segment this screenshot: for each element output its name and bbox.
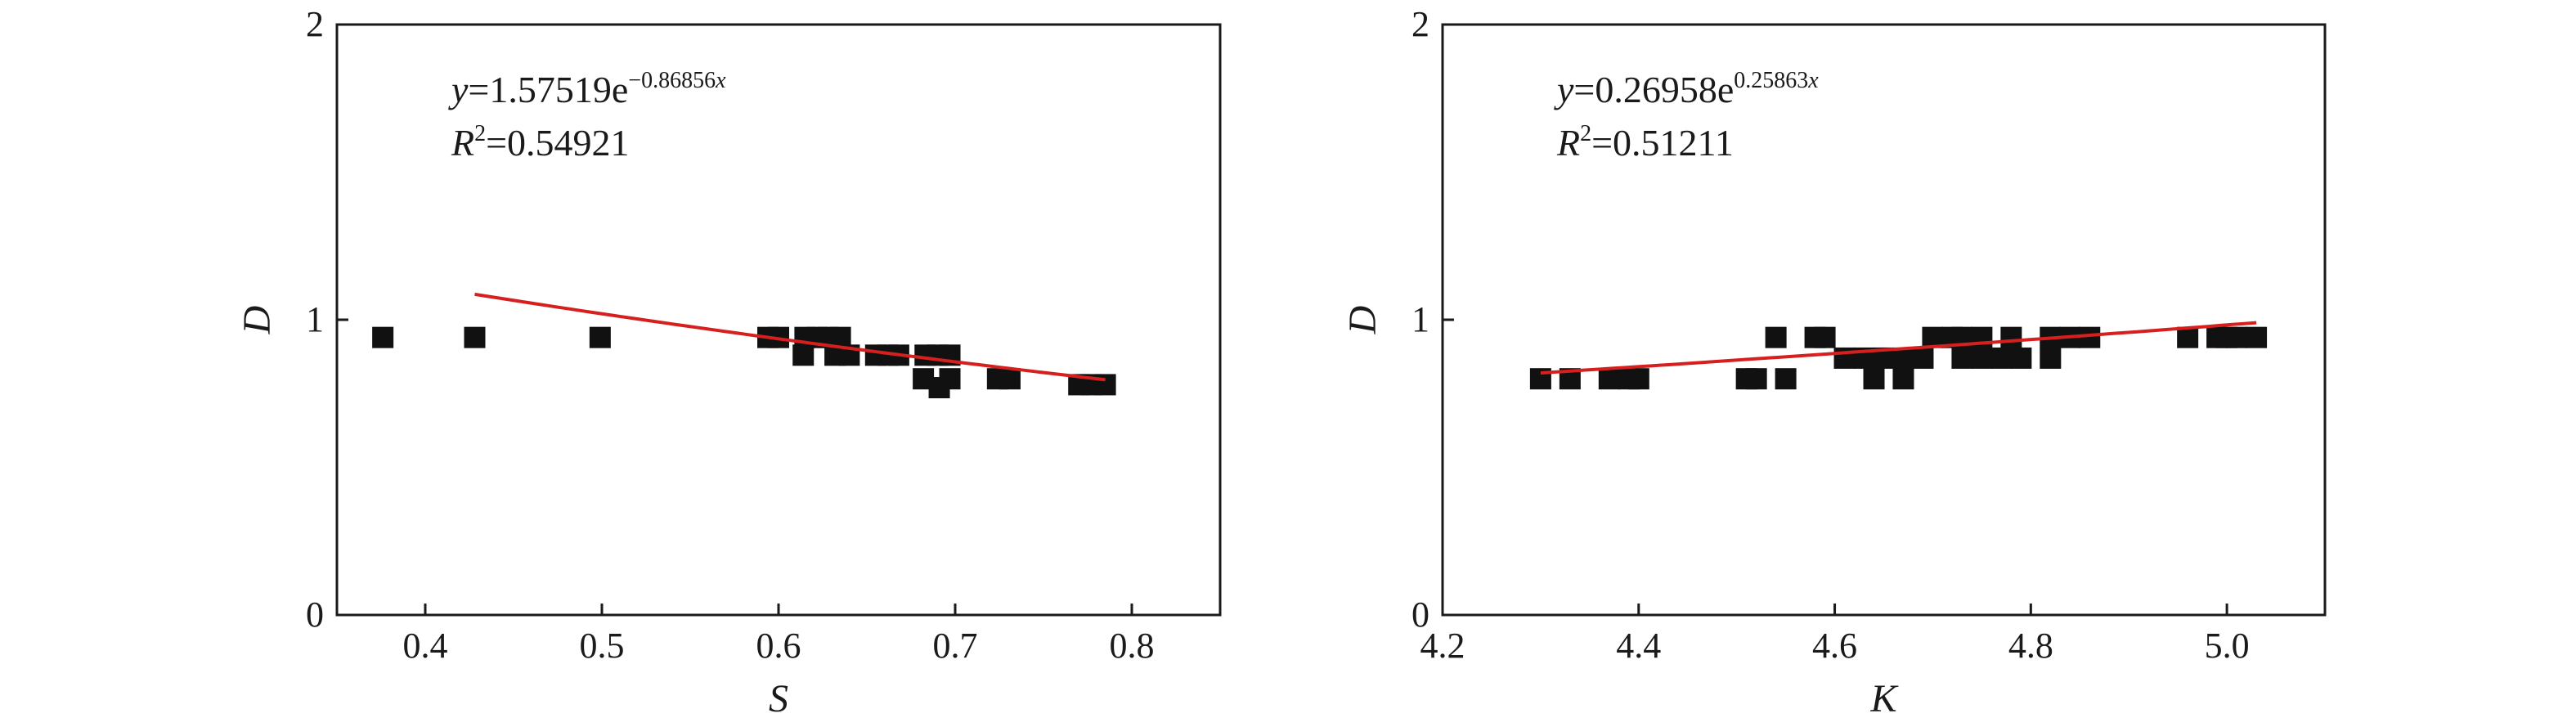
equation-y: y xyxy=(1554,69,1574,110)
chart-panel-s: 0.4 0.5 0.6 0.7 0.8 0 1 2 S D y=1.57519e−0.8685… xyxy=(236,4,1222,720)
y-axis-label: D xyxy=(1341,306,1384,335)
x-tick-label: 4.8 xyxy=(2008,626,2053,666)
data-point xyxy=(372,326,394,348)
x-tick-label: 0.7 xyxy=(933,626,978,666)
equation-exponent-x: x xyxy=(1807,68,1819,93)
equation-exponent: −0.86856 xyxy=(628,68,716,93)
data-point xyxy=(464,326,486,348)
y-tick-label: 2 xyxy=(306,4,324,44)
plot-frame xyxy=(1441,23,2327,617)
y-tick-label: 1 xyxy=(306,299,324,339)
r-squared: R2=0.51211 xyxy=(1556,121,1734,164)
y-axis-label: D xyxy=(236,306,279,335)
r-superscript: 2 xyxy=(1580,121,1591,146)
data-point xyxy=(1892,368,1914,390)
data-point xyxy=(2079,326,2101,348)
y-tick-label: 1 xyxy=(1411,299,1429,339)
equation-body: =1.57519e xyxy=(468,69,628,110)
data-point xyxy=(2040,347,2062,369)
fit-equation: y=0.26958e0.25863x xyxy=(1554,68,1819,110)
fit-curve xyxy=(1540,321,2257,375)
equation-body: =0.26958e xyxy=(1573,69,1734,110)
data-point xyxy=(1775,368,1797,390)
data-point xyxy=(1745,368,1767,390)
r-superscript: 2 xyxy=(474,121,486,146)
data-point xyxy=(1951,347,1973,369)
x-tick-label: 0.4 xyxy=(403,626,448,666)
tick-group: 0.4 0.5 0.6 0.7 0.8 0 1 2 xyxy=(306,4,1155,666)
r-squared-value: =0.51211 xyxy=(1591,122,1734,164)
data-point xyxy=(1912,347,1934,369)
data-point xyxy=(1892,347,1914,369)
x-tick-label: 5.0 xyxy=(2205,626,2250,666)
equation-exponent-x: x xyxy=(715,68,726,93)
data-points xyxy=(372,326,1116,399)
fit-curve xyxy=(474,292,1106,382)
r-squared-value: =0.54921 xyxy=(486,122,629,164)
x-tick-label: 0.5 xyxy=(580,626,625,666)
data-point xyxy=(999,368,1021,390)
plot-frame xyxy=(335,23,1222,617)
data-point xyxy=(792,344,815,366)
r-symbol: R xyxy=(451,122,474,164)
data-point xyxy=(1765,326,1787,348)
x-tick-label: 0.8 xyxy=(1110,626,1155,666)
chart-panel-k: 4.2 4.4 4.6 4.8 5.0 0 1 2 K D y=0.26958e0.25863… xyxy=(1341,4,2327,720)
x-tick-label: 4.6 xyxy=(1812,626,1857,666)
fit-equation: y=1.57519e−0.86856x xyxy=(448,68,726,110)
data-point xyxy=(928,377,950,399)
data-point xyxy=(1863,368,1885,390)
data-point xyxy=(2177,326,2199,348)
data-point xyxy=(1971,347,1993,369)
x-axis-label: S xyxy=(769,677,788,720)
y-tick-label: 2 xyxy=(1411,4,1429,44)
data-point xyxy=(2000,326,2022,348)
x-tick-label: 4.2 xyxy=(1420,626,1465,666)
y-tick-label: 0 xyxy=(306,595,324,635)
y-tick-label: 0 xyxy=(1411,595,1429,635)
data-point xyxy=(1627,368,1649,390)
data-point xyxy=(1990,347,2013,369)
data-point xyxy=(1094,374,1116,396)
x-tick-label: 0.6 xyxy=(756,626,801,666)
equation-y: y xyxy=(448,69,469,110)
data-points xyxy=(1529,326,2268,390)
x-tick-label: 4.4 xyxy=(1616,626,1661,666)
data-point xyxy=(1814,326,1836,348)
data-point xyxy=(589,326,611,348)
data-point xyxy=(2010,347,2032,369)
r-squared: R2=0.54921 xyxy=(451,121,630,164)
x-axis-label: K xyxy=(1869,677,1899,720)
r-symbol: R xyxy=(1556,122,1580,164)
data-point xyxy=(2226,326,2248,348)
data-point xyxy=(2246,326,2268,348)
data-point xyxy=(1598,368,1620,390)
equation-exponent: 0.25863 xyxy=(1734,68,1808,93)
tick-group: 4.2 4.4 4.6 4.8 5.0 0 1 2 xyxy=(1411,4,2250,666)
